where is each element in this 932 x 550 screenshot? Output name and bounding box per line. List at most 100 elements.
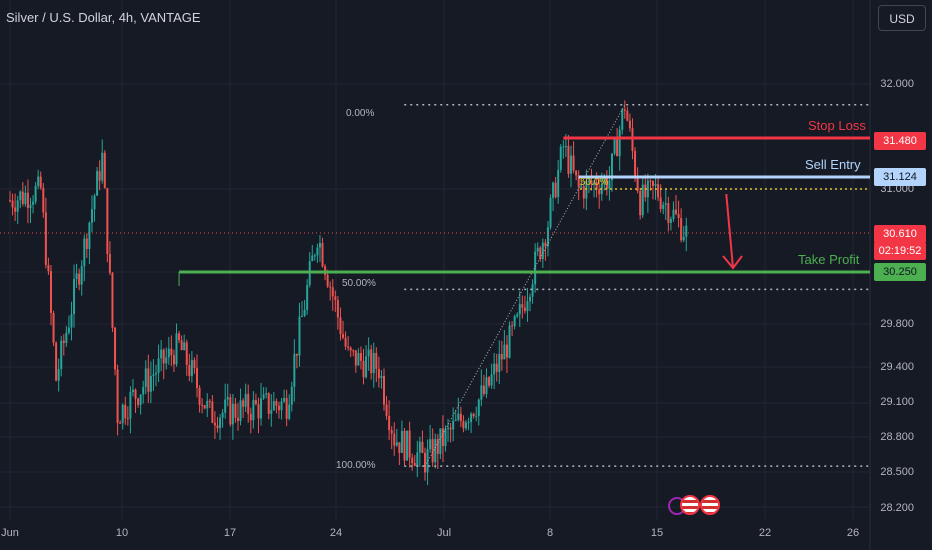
us-flag-icon[interactable] [680,495,700,515]
candle-body [206,400,209,409]
candle-body [477,399,480,416]
candle-body [139,394,142,405]
candle-body [88,222,91,250]
candle-body [454,419,457,421]
candle-body [500,354,503,360]
candle-body [183,342,186,351]
candle-body [513,316,516,327]
candle-body [219,417,222,429]
candle-body [44,212,47,265]
candle-body [570,155,573,174]
candle-body [575,170,578,176]
candle-body [329,286,332,288]
candle-body [152,374,155,377]
candle-body [400,430,403,453]
candle-body [172,355,175,365]
candle-body [252,400,255,421]
candle-body [452,420,455,430]
candle-body [516,314,519,317]
candle-body [523,307,526,312]
candle-body [236,417,239,421]
y-tick-32000: 32.000 [880,78,914,90]
candle-body [352,350,355,352]
candle-body [380,375,383,379]
candle-body [316,247,319,256]
candle-body [449,427,452,430]
candle-body [567,145,570,174]
candle-body [34,185,37,202]
candle-body [587,180,590,182]
candle-body [667,203,670,223]
candle-body [193,360,196,368]
candle-body [623,109,626,111]
candle-body [541,242,544,260]
candle-body [395,442,398,446]
candle-body [682,236,685,241]
candle-body [677,213,680,218]
candle-body [339,317,342,335]
fib-50-label: 50.00% [342,278,376,289]
candle-body [365,356,368,378]
candle-body [144,368,147,388]
candle-body [654,184,657,186]
take-profit-price-badge: 30.250 [874,263,926,281]
candle-body [24,192,27,204]
sell-entry-label: Sell Entry [805,157,861,172]
candle-body [298,316,301,356]
candle-body [26,192,29,208]
candle-body [162,349,165,364]
candle-body [651,180,654,186]
currency-button[interactable]: USD [878,5,926,31]
candle-body [313,255,316,257]
candle-body [434,438,437,463]
candles [9,100,688,486]
candle-body [188,364,191,376]
x-tick-jun: Jun [1,527,19,539]
candle-body [441,428,444,446]
candle-body [190,360,193,376]
candle-body [334,296,337,301]
candle-body [616,139,619,157]
x-tick-17: 17 [223,527,237,539]
candle-body [685,225,688,237]
candle-body [536,247,539,252]
stop-loss-price-badge: 31.480 [874,132,926,150]
candle-body [485,377,488,394]
candle-body [562,146,565,148]
candle-body [385,404,388,416]
candle-body [431,439,434,463]
candle-body [175,333,178,365]
candle-body [239,400,242,421]
y-tick-29800: 29.800 [880,318,914,330]
x-tick-8: 8 [546,527,554,539]
candle-body [244,393,247,407]
candle-body [495,363,498,372]
candle-body [349,347,352,351]
candle-body [272,401,275,411]
candle-body [544,242,547,247]
fib-0-label: 0.00% [346,108,375,119]
event-icons[interactable] [668,495,722,517]
candle-body [60,340,63,369]
candle-body [664,203,667,205]
us-flag-icon-2[interactable] [700,495,720,515]
candle-body [19,191,22,201]
candle-body [595,182,598,189]
candle-body [577,175,580,187]
candle-body [503,344,506,360]
candle-body [114,327,117,370]
x-tick-24: 24 [329,527,343,539]
candle-body [657,184,660,198]
candle-body [85,238,88,250]
candle-body [142,387,145,395]
candle-body [439,428,442,454]
y-tick-31000: 31.000 [880,183,914,195]
candle-body [167,348,170,358]
candle-body [96,171,99,196]
candle-body [231,403,234,425]
candle-body [457,413,460,420]
candle-body [488,377,491,386]
candle-body [564,145,567,147]
candle-body [318,243,321,248]
